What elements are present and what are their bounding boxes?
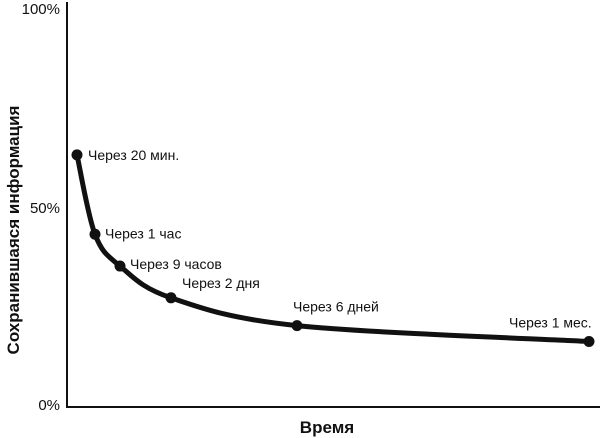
data-point <box>291 320 303 332</box>
data-point <box>583 335 595 347</box>
data-label: Через 1 час <box>105 225 181 241</box>
data-label: Через 2 дня <box>182 275 260 291</box>
x-axis-label: Время <box>300 418 354 437</box>
y-tick-100: 100% <box>22 1 60 18</box>
y-tick-50: 50% <box>30 200 60 217</box>
data-point <box>71 149 83 161</box>
data-point <box>114 260 126 272</box>
data-point <box>89 228 101 240</box>
y-tick-0: 0% <box>38 397 60 414</box>
y-axis-label: Сохранившаяся информация <box>4 106 23 355</box>
data-point <box>165 292 177 304</box>
data-label: Через 6 дней <box>293 299 379 315</box>
data-label: Через 20 мин. <box>88 147 179 163</box>
data-label: Через 1 мес. <box>509 314 592 330</box>
data-label: Через 9 часов <box>130 256 222 272</box>
